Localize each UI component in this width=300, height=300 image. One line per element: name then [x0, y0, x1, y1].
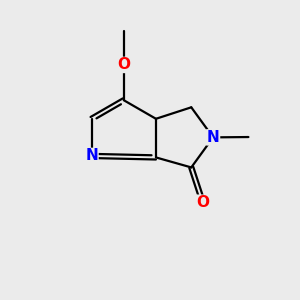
Text: N: N — [85, 148, 98, 164]
Text: O: O — [196, 195, 209, 210]
Text: O: O — [117, 57, 130, 72]
Text: N: N — [207, 130, 220, 145]
